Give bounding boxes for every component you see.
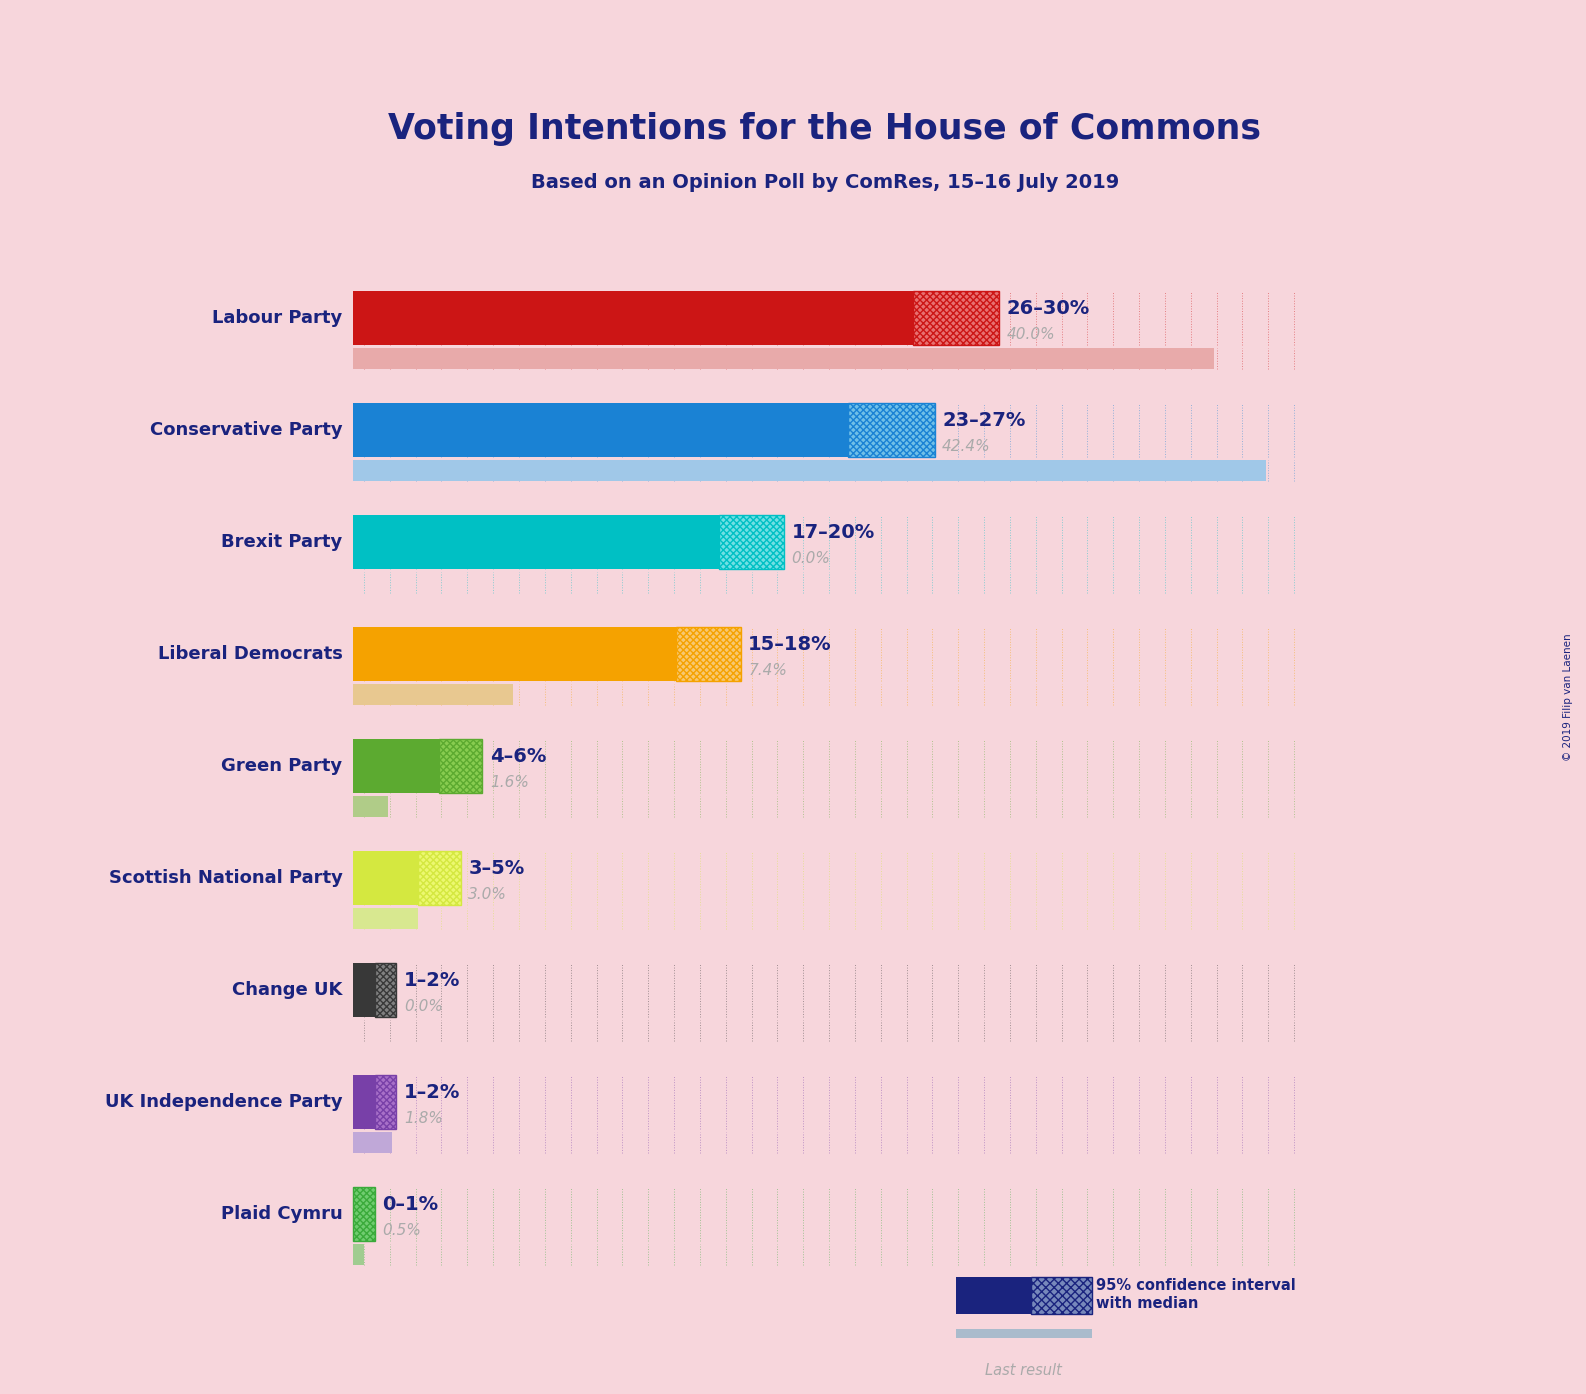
Bar	[439, 739, 482, 793]
Text: 0–1%: 0–1%	[382, 1195, 438, 1214]
Text: 1.8%: 1.8%	[404, 1111, 442, 1125]
Bar	[956, 1277, 1031, 1315]
Bar	[417, 852, 462, 905]
Bar	[354, 1132, 392, 1153]
Text: 15–18%: 15–18%	[749, 634, 833, 654]
Text: 0.0%: 0.0%	[791, 551, 829, 566]
Bar	[914, 291, 999, 344]
Bar	[374, 1075, 396, 1129]
Text: 40.0%: 40.0%	[1007, 326, 1055, 342]
Bar	[354, 739, 439, 793]
Bar	[354, 683, 512, 705]
Text: 3.0%: 3.0%	[468, 887, 508, 902]
Bar	[354, 963, 374, 1016]
Text: 4–6%: 4–6%	[490, 747, 546, 765]
Bar	[849, 403, 934, 457]
Bar	[676, 627, 741, 680]
Bar	[439, 739, 482, 793]
Text: Labour Party: Labour Party	[213, 309, 343, 328]
Text: 95% confidence interval
with median: 95% confidence interval with median	[1096, 1278, 1296, 1310]
Bar	[354, 796, 387, 817]
Text: Conservative Party: Conservative Party	[149, 421, 343, 439]
Bar	[849, 403, 934, 457]
Bar	[1031, 1277, 1091, 1315]
Bar	[374, 963, 396, 1016]
Text: 1.6%: 1.6%	[490, 775, 528, 789]
Text: Change UK: Change UK	[232, 981, 343, 999]
Bar	[354, 627, 676, 680]
Text: Voting Intentions for the House of Commons: Voting Intentions for the House of Commo…	[389, 113, 1261, 146]
Bar	[354, 1075, 374, 1129]
Bar	[914, 291, 999, 344]
Text: Liberal Democrats: Liberal Democrats	[157, 645, 343, 664]
Bar	[956, 1330, 1091, 1351]
Bar	[354, 403, 849, 457]
Text: 42.4%: 42.4%	[942, 439, 991, 453]
Text: Plaid Cymru: Plaid Cymru	[220, 1204, 343, 1223]
Bar	[417, 852, 462, 905]
Bar	[354, 347, 1215, 369]
Bar	[354, 291, 914, 344]
Text: 1–2%: 1–2%	[404, 1083, 460, 1101]
Text: 0.0%: 0.0%	[404, 998, 442, 1013]
Text: Scottish National Party: Scottish National Party	[108, 868, 343, 887]
Text: © 2019 Filip van Laenen: © 2019 Filip van Laenen	[1564, 633, 1573, 761]
Text: 17–20%: 17–20%	[791, 523, 874, 542]
Text: 26–30%: 26–30%	[1007, 298, 1090, 318]
Bar	[354, 1188, 374, 1241]
Text: 7.4%: 7.4%	[749, 662, 787, 677]
Text: Green Party: Green Party	[222, 757, 343, 775]
Bar	[676, 627, 741, 680]
Text: Last result: Last result	[985, 1363, 1063, 1377]
Text: 1–2%: 1–2%	[404, 970, 460, 990]
Text: 23–27%: 23–27%	[942, 411, 1026, 429]
Bar	[374, 1075, 396, 1129]
Bar	[718, 516, 783, 569]
Bar	[374, 963, 396, 1016]
Text: 0.5%: 0.5%	[382, 1223, 422, 1238]
Text: 3–5%: 3–5%	[468, 859, 525, 878]
Text: Brexit Party: Brexit Party	[220, 533, 343, 551]
Bar	[354, 852, 417, 905]
Bar	[354, 516, 718, 569]
Bar	[354, 460, 1266, 481]
Bar	[354, 907, 417, 930]
Bar	[354, 1188, 374, 1241]
Text: UK Independence Party: UK Independence Party	[105, 1093, 343, 1111]
Bar	[718, 516, 783, 569]
Bar	[354, 1243, 365, 1266]
Text: Based on an Opinion Poll by ComRes, 15–16 July 2019: Based on an Opinion Poll by ComRes, 15–1…	[531, 173, 1118, 192]
